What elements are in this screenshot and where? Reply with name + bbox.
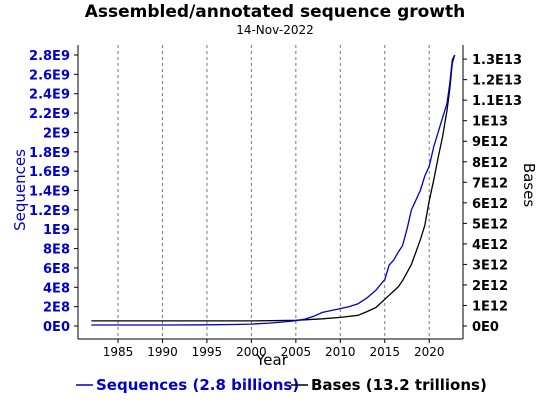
series-line-bases xyxy=(91,55,454,321)
y-right-tick-label-9: 9E12 xyxy=(472,135,508,150)
x-tick-label-2015: 2015 xyxy=(369,345,400,359)
y-right-tick-label-3: 3E12 xyxy=(472,258,508,273)
y-right-tick-label-5: 5E12 xyxy=(472,217,508,232)
y-right-tick-label-4: 4E12 xyxy=(472,238,508,253)
legend-label-sequences: Sequences (2.8 billions) xyxy=(96,376,299,394)
y-left-tick-label-1: 2E8 xyxy=(43,301,70,316)
y-left-tick-label-6: 1.2E9 xyxy=(29,204,70,219)
chart-title: Assembled/annotated sequence growth xyxy=(85,2,465,22)
grid xyxy=(118,45,429,339)
y-right-tick-label-8: 8E12 xyxy=(472,156,508,171)
y-right-tick-label-13: 1.3E13 xyxy=(472,53,522,68)
y-left-tick-label-10: 2E9 xyxy=(43,126,70,141)
y-axis-left-label: Sequences xyxy=(11,149,29,231)
y-left-tick-label-2: 4E8 xyxy=(43,281,70,296)
y-left-tick-label-13: 2.6E9 xyxy=(29,68,70,83)
y-left-tick-label-5: 1E9 xyxy=(43,223,70,238)
y-right-tick-label-1: 1E12 xyxy=(472,299,508,314)
x-tick-label-1995: 1995 xyxy=(192,345,223,359)
y-left-tick-label-3: 6E8 xyxy=(43,262,70,277)
y-right-tick-label-10: 1E13 xyxy=(472,115,508,130)
y-right-tick-label-7: 7E12 xyxy=(472,176,508,191)
series-lines xyxy=(91,55,454,325)
x-axis-label: Year xyxy=(255,351,289,369)
legend-label-bases: Bases (13.2 trillions) xyxy=(311,376,487,394)
y-axis-right-label: Bases xyxy=(520,163,538,208)
x-tick-label-1990: 1990 xyxy=(147,345,178,359)
y-left-tick-label-0: 0E0 xyxy=(43,320,70,335)
chart-subtitle: 14-Nov-2022 xyxy=(236,23,314,37)
y-right-tick-label-0: 0E0 xyxy=(472,320,499,335)
y-left-tick-label-4: 8E8 xyxy=(43,243,70,258)
y-left-tick-label-8: 1.6E9 xyxy=(29,165,70,180)
y-left-tick-label-11: 2.2E9 xyxy=(29,107,70,122)
x-tick-label-1985: 1985 xyxy=(103,345,134,359)
legend: Sequences (2.8 billions) Bases (13.2 tri… xyxy=(76,376,487,394)
x-tick-label-2010: 2010 xyxy=(325,345,356,359)
y-right-tick-label-11: 1.1E13 xyxy=(472,94,522,109)
y-left-tick-label-7: 1.4E9 xyxy=(29,185,70,200)
y-right-tick-label-2: 2E12 xyxy=(472,279,508,294)
axes xyxy=(74,45,467,343)
y-right-tick-label-12: 1.2E13 xyxy=(472,74,522,89)
x-tick-label-2020: 2020 xyxy=(414,345,445,359)
y-left-tick-label-12: 2.4E9 xyxy=(29,88,70,103)
y-right-tick-label-6: 6E12 xyxy=(472,197,508,212)
y-left-tick-label-9: 1.8E9 xyxy=(29,146,70,161)
y-left-tick-label-14: 2.8E9 xyxy=(29,49,70,64)
